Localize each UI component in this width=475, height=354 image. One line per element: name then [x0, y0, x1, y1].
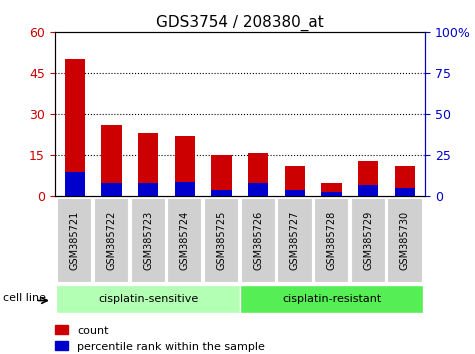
Bar	[277, 198, 313, 283]
Text: GSM385730: GSM385730	[400, 211, 410, 270]
Bar	[240, 285, 423, 313]
Bar	[248, 153, 268, 196]
Bar	[57, 285, 240, 313]
Bar	[248, 183, 268, 196]
Bar	[101, 125, 122, 196]
Bar	[175, 136, 195, 196]
Legend: count, percentile rank within the sample: count, percentile rank within the sample	[51, 321, 270, 354]
Text: GSM385723: GSM385723	[143, 211, 153, 270]
Text: cisplatin-sensitive: cisplatin-sensitive	[98, 294, 198, 304]
Text: GSM385724: GSM385724	[180, 211, 190, 270]
Text: GSM385725: GSM385725	[217, 211, 227, 270]
Text: cell line: cell line	[3, 293, 46, 303]
Bar	[57, 198, 93, 283]
Bar	[322, 183, 342, 196]
Bar	[204, 198, 239, 283]
Bar	[65, 172, 85, 196]
Bar	[131, 198, 166, 283]
Bar	[358, 161, 379, 196]
Text: cisplatin-resistant: cisplatin-resistant	[282, 294, 381, 304]
Title: GDS3754 / 208380_at: GDS3754 / 208380_at	[156, 14, 324, 30]
Bar	[138, 133, 158, 196]
Text: GSM385726: GSM385726	[253, 211, 263, 270]
Bar	[94, 198, 129, 283]
Bar	[211, 190, 232, 196]
Text: GSM385728: GSM385728	[327, 211, 337, 270]
Bar	[358, 185, 379, 196]
Bar	[101, 183, 122, 196]
Bar	[387, 198, 423, 283]
Text: GSM385729: GSM385729	[363, 211, 373, 270]
Bar	[175, 182, 195, 196]
Bar	[395, 166, 415, 196]
Bar	[322, 192, 342, 196]
Text: GSM385721: GSM385721	[70, 211, 80, 270]
Bar	[351, 198, 386, 283]
Text: GSM385722: GSM385722	[106, 211, 116, 270]
Bar	[395, 188, 415, 196]
Text: GSM385727: GSM385727	[290, 211, 300, 270]
Bar	[285, 190, 305, 196]
Bar	[138, 183, 158, 196]
Bar	[65, 59, 85, 196]
Bar	[241, 198, 276, 283]
Bar	[314, 198, 349, 283]
Bar	[167, 198, 202, 283]
Bar	[211, 155, 232, 196]
Bar	[285, 166, 305, 196]
